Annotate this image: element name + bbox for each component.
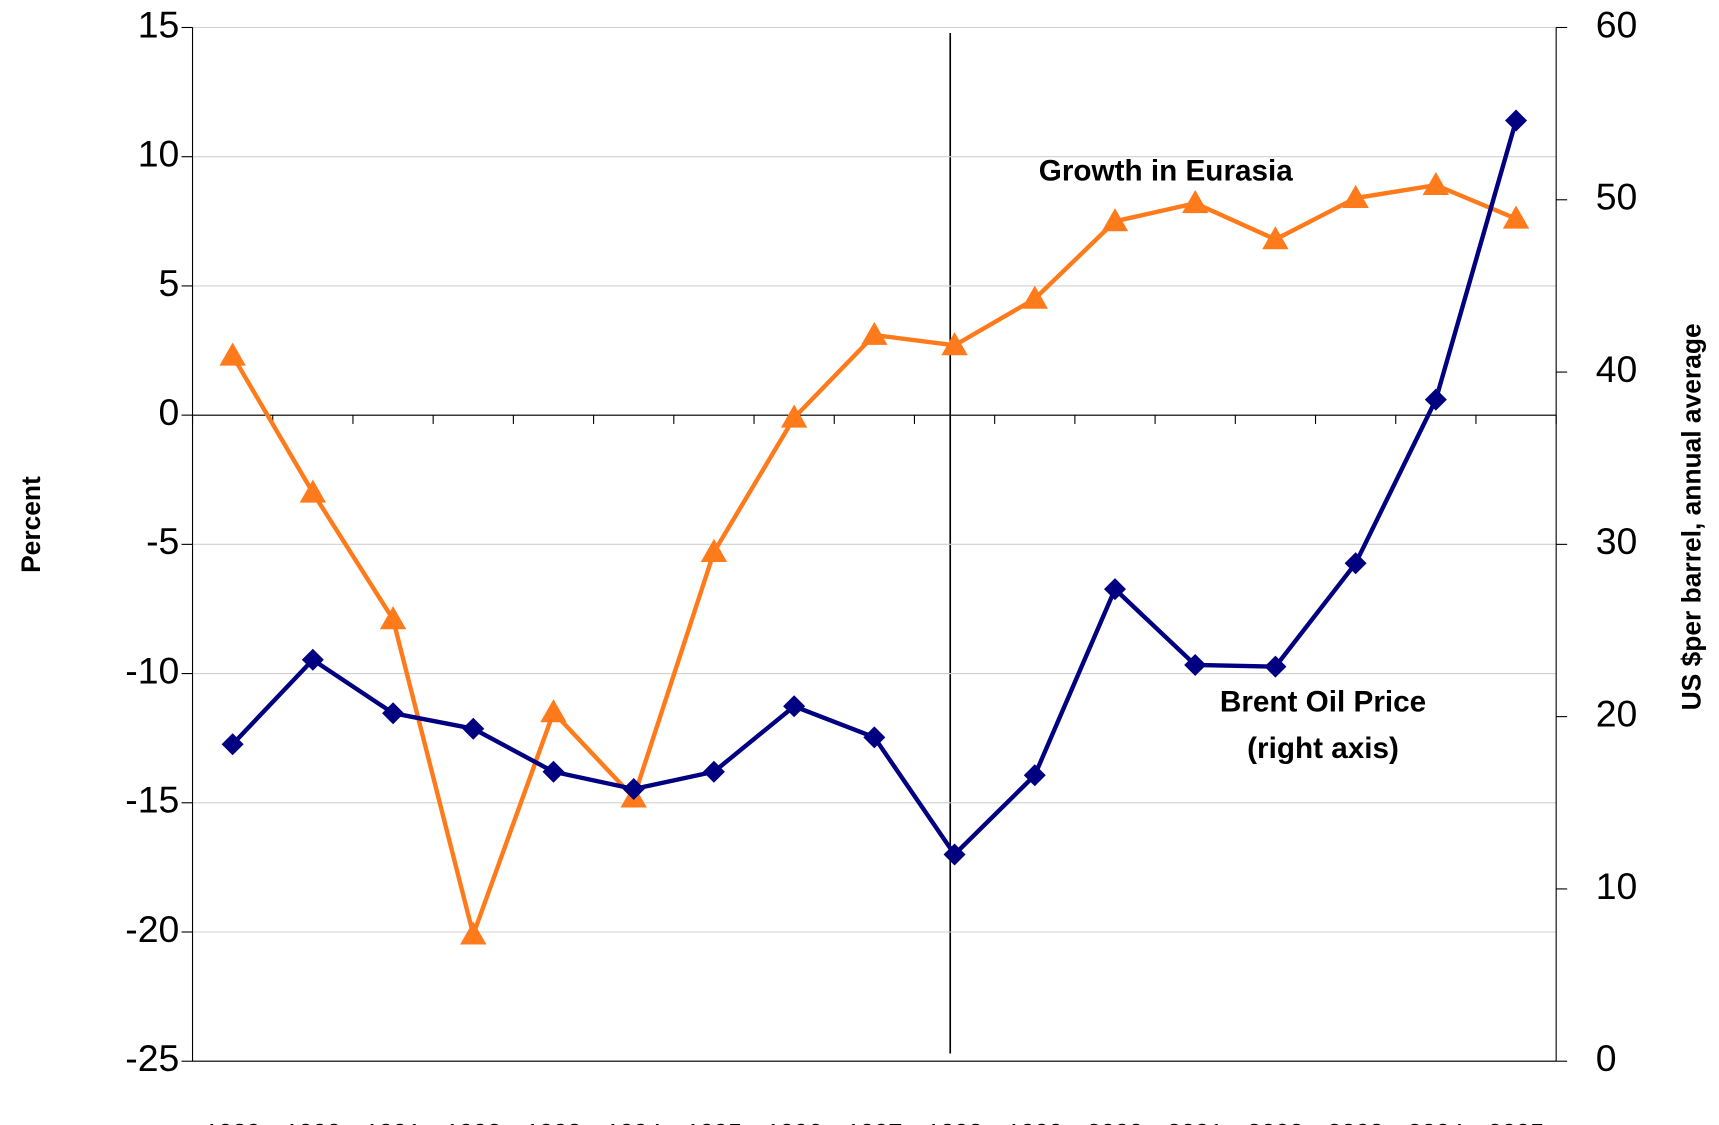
point <box>301 648 324 671</box>
point <box>542 760 565 783</box>
point <box>1262 226 1289 250</box>
annotation: (right axis) <box>1247 732 1399 765</box>
point <box>861 321 888 345</box>
point <box>702 760 725 783</box>
y2-axis-label: US $per barrel, annual average <box>1677 323 1707 710</box>
y2-tick-label: 20 <box>1596 693 1638 735</box>
point <box>219 342 246 366</box>
x-tick-label: 2000 <box>1087 1120 1143 1125</box>
x-tick-label: 2005 <box>1488 1120 1544 1125</box>
y-tick-label: 5 <box>159 262 180 304</box>
x-tick-label: 1989 <box>205 1120 261 1125</box>
x-tick-label: 1990 <box>285 1120 341 1125</box>
x-tick-label: 2002 <box>1247 1120 1303 1125</box>
y-tick-label: -5 <box>146 520 179 562</box>
x-tick-label: 1992 <box>445 1120 501 1125</box>
series-line <box>230 182 1517 937</box>
point <box>1422 171 1450 196</box>
x-tick-label: 1994 <box>606 1120 662 1125</box>
point <box>1023 764 1046 787</box>
point <box>379 606 407 630</box>
annotation: Growth in Eurasia <box>1039 154 1294 187</box>
y2-tick-label: 10 <box>1596 865 1638 907</box>
point <box>540 699 567 723</box>
point <box>783 695 806 718</box>
point <box>1184 653 1207 676</box>
point <box>622 778 645 800</box>
y2-tick-label: 60 <box>1596 3 1638 45</box>
point <box>299 479 327 503</box>
y-tick-label: -20 <box>125 908 179 950</box>
y-tick-label: -25 <box>125 1037 179 1079</box>
point <box>462 717 485 740</box>
y-tick-label: 0 <box>159 391 180 433</box>
y-tick-label: -10 <box>125 649 179 691</box>
x-tick-label: 1996 <box>766 1120 822 1125</box>
x-tick-label: 1993 <box>525 1120 581 1125</box>
point <box>1502 205 1530 229</box>
point <box>943 843 966 866</box>
point <box>382 702 405 725</box>
y2-tick-label: 30 <box>1596 520 1638 562</box>
x-tick-label: 1995 <box>686 1120 742 1125</box>
y-tick-label: 10 <box>138 133 180 175</box>
x-tick-label: 2003 <box>1328 1120 1384 1125</box>
point <box>1505 109 1528 132</box>
point <box>1021 285 1048 309</box>
point <box>460 921 487 945</box>
point <box>780 404 808 428</box>
y-axis-label: Percent <box>16 476 46 573</box>
y2-tick-label: 40 <box>1596 348 1638 390</box>
x-tick-label: 1991 <box>365 1120 421 1125</box>
x-tick-label: 2004 <box>1408 1120 1464 1125</box>
point <box>1342 184 1369 208</box>
x-tick-label: 1998 <box>926 1120 982 1125</box>
point <box>941 332 968 356</box>
x-tick-label: 1997 <box>846 1120 902 1125</box>
y2-tick-label: 50 <box>1596 176 1638 218</box>
point <box>1103 578 1126 601</box>
x-tick-label: 1999 <box>1007 1120 1063 1125</box>
x-tick-label: 2001 <box>1167 1120 1223 1125</box>
y-tick-label: 15 <box>138 3 180 45</box>
point <box>1182 190 1209 214</box>
point <box>1101 208 1129 232</box>
point <box>221 733 244 756</box>
point <box>1424 388 1447 411</box>
point <box>700 538 728 563</box>
point <box>1264 655 1287 678</box>
point <box>1344 552 1367 575</box>
y2-tick-label: 0 <box>1596 1037 1617 1079</box>
point <box>863 726 886 749</box>
annotation: Brent Oil Price <box>1220 686 1426 719</box>
y-tick-label: -15 <box>125 779 179 821</box>
